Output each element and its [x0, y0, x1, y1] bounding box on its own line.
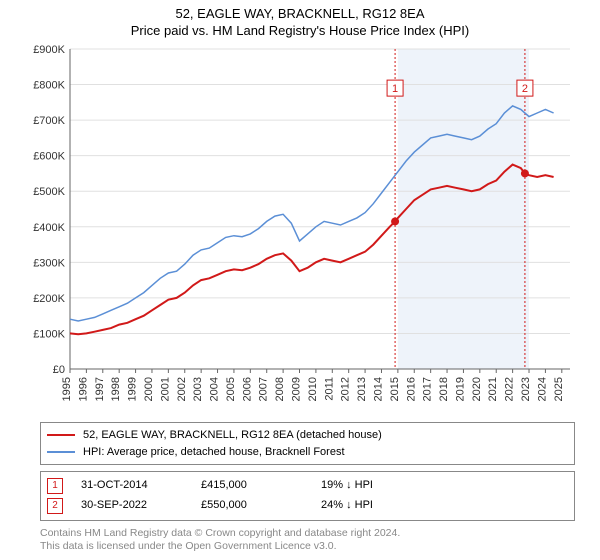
sale-badge: 2 — [47, 498, 63, 514]
svg-text:2016: 2016 — [405, 377, 417, 401]
svg-text:2010: 2010 — [307, 377, 319, 401]
svg-text:2000: 2000 — [143, 377, 155, 401]
svg-text:2024: 2024 — [536, 377, 548, 401]
svg-text:2012: 2012 — [340, 377, 352, 401]
legend-box: 52, EAGLE WAY, BRACKNELL, RG12 8EA (deta… — [40, 422, 575, 465]
svg-text:2003: 2003 — [192, 377, 204, 401]
chart-title: 52, EAGLE WAY, BRACKNELL, RG12 8EA — [0, 0, 600, 21]
svg-text:2023: 2023 — [520, 377, 532, 401]
svg-text:2015: 2015 — [389, 377, 401, 401]
svg-text:2005: 2005 — [225, 377, 237, 401]
svg-text:£300K: £300K — [33, 257, 65, 269]
legend-row: HPI: Average price, detached house, Brac… — [47, 444, 568, 461]
footer-line-1: Contains HM Land Registry data © Crown c… — [40, 527, 575, 541]
line-chart-svg: £0 £100K £200K £300K £400K £500K £600K £700K £80… — [25, 44, 585, 414]
sale-price: £550,000 — [201, 496, 321, 516]
sale-badge: 1 — [47, 478, 63, 494]
legend-row: 52, EAGLE WAY, BRACKNELL, RG12 8EA (deta… — [47, 427, 568, 444]
svg-text:£100K: £100K — [33, 328, 65, 340]
chart-area: £0 £100K £200K £300K £400K £500K £600K £700K £80… — [25, 44, 585, 414]
svg-text:1998: 1998 — [110, 377, 122, 401]
svg-text:1: 1 — [392, 83, 398, 95]
svg-text:2014: 2014 — [372, 377, 384, 401]
chart-subtitle: Price paid vs. HM Land Registry's House … — [0, 21, 600, 44]
svg-text:£900K: £900K — [33, 44, 65, 56]
sale-row: 2 30-SEP-2022£550,00024% ↓ HPI — [47, 496, 568, 516]
svg-text:£0: £0 — [53, 364, 65, 376]
svg-text:2: 2 — [522, 83, 528, 95]
svg-text:1997: 1997 — [94, 377, 106, 401]
svg-text:2020: 2020 — [471, 377, 483, 401]
svg-text:2022: 2022 — [504, 377, 516, 401]
footer-line-2: This data is licensed under the Open Gov… — [40, 540, 575, 554]
svg-text:1995: 1995 — [61, 377, 73, 401]
svg-text:£400K: £400K — [33, 222, 65, 234]
svg-text:2002: 2002 — [176, 377, 188, 401]
chart-container: 52, EAGLE WAY, BRACKNELL, RG12 8EA Price… — [0, 0, 600, 560]
svg-text:2006: 2006 — [241, 377, 253, 401]
svg-text:£600K: £600K — [33, 151, 65, 163]
footer-text: Contains HM Land Registry data © Crown c… — [40, 527, 575, 554]
svg-text:£200K: £200K — [33, 293, 65, 305]
sales-table: 1 31-OCT-2014£415,00019% ↓ HPI 2 30-SEP-202… — [40, 471, 575, 521]
svg-text:2007: 2007 — [258, 377, 270, 401]
svg-text:£800K: £800K — [33, 80, 65, 92]
sale-price: £415,000 — [201, 476, 321, 496]
svg-text:2009: 2009 — [291, 377, 303, 401]
svg-text:£500K: £500K — [33, 186, 65, 198]
svg-text:2017: 2017 — [422, 377, 434, 401]
svg-text:£700K: £700K — [33, 115, 65, 127]
svg-text:1999: 1999 — [127, 377, 139, 401]
svg-text:2001: 2001 — [159, 377, 171, 401]
svg-text:1996: 1996 — [77, 377, 89, 401]
legend-swatch — [47, 451, 75, 453]
legend-label: 52, EAGLE WAY, BRACKNELL, RG12 8EA (deta… — [83, 427, 382, 444]
svg-text:2018: 2018 — [438, 377, 450, 401]
svg-text:2019: 2019 — [454, 377, 466, 401]
svg-text:2011: 2011 — [323, 377, 335, 401]
svg-text:2008: 2008 — [274, 377, 286, 401]
svg-text:2004: 2004 — [209, 377, 221, 401]
sale-date: 31-OCT-2014 — [81, 476, 201, 496]
legend-label: HPI: Average price, detached house, Brac… — [83, 444, 345, 461]
sale-delta: 24% ↓ HPI — [321, 496, 441, 516]
svg-text:2025: 2025 — [553, 377, 565, 401]
svg-text:2021: 2021 — [487, 377, 499, 401]
svg-text:2013: 2013 — [356, 377, 368, 401]
sale-delta: 19% ↓ HPI — [321, 476, 441, 496]
sale-row: 1 31-OCT-2014£415,00019% ↓ HPI — [47, 476, 568, 496]
legend-swatch — [47, 434, 75, 436]
sale-date: 30-SEP-2022 — [81, 496, 201, 516]
